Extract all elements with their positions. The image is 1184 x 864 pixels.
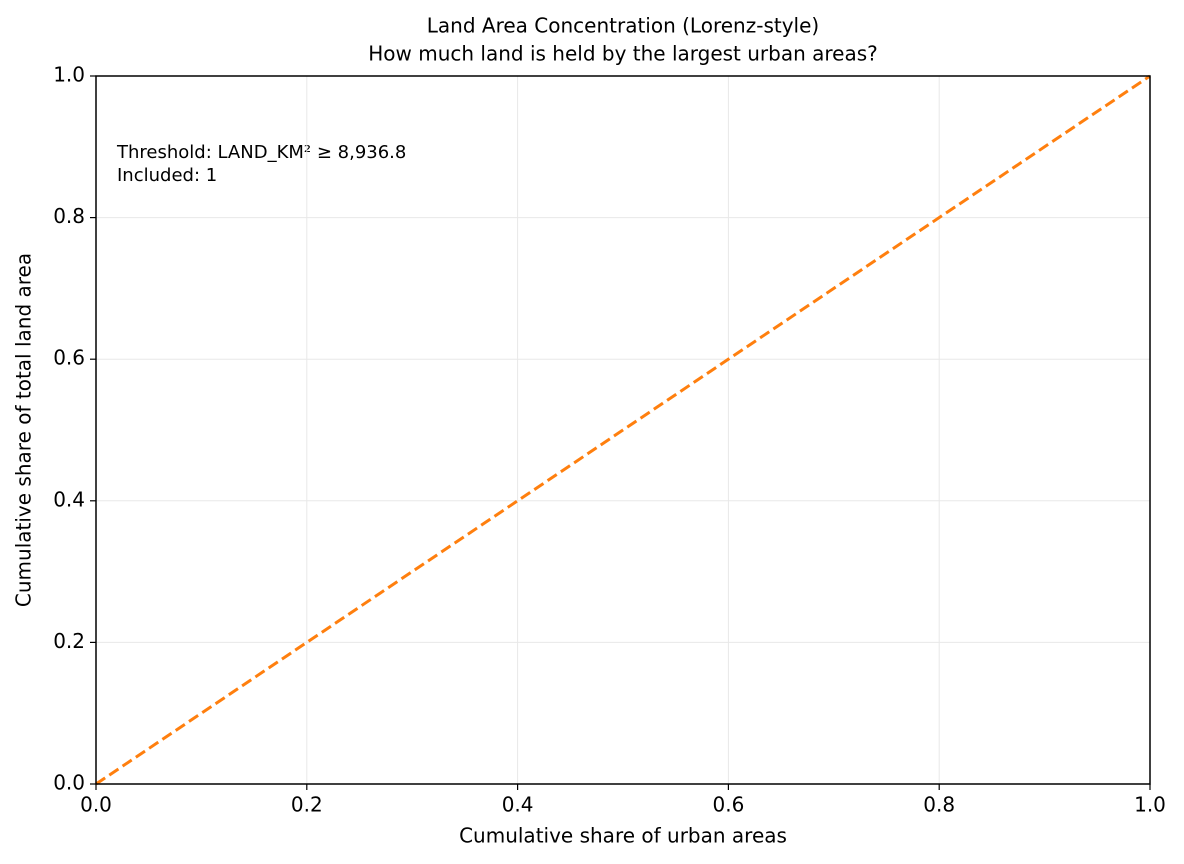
annotation: Included: 1 xyxy=(117,165,217,186)
y-tick-label: 0.0 xyxy=(53,771,85,795)
chart-subtitle: How much land is held by the largest urb… xyxy=(368,42,878,66)
x-tick-label: 0.0 xyxy=(80,793,112,817)
line-series xyxy=(95,74,1151,786)
x-tick-label: 0.2 xyxy=(291,793,323,817)
y-tick-label: 0.6 xyxy=(53,346,85,370)
y-axis-label: Cumulative share of total land area xyxy=(12,253,36,607)
chart-title: Land Area Concentration (Lorenz-style) xyxy=(427,14,819,38)
x-tick-label: 0.4 xyxy=(502,793,534,817)
annotation: Threshold: LAND_KM² ≥ 8,936.8 xyxy=(116,142,406,163)
x-tick-label: 1.0 xyxy=(1134,793,1166,817)
x-axis-label: Cumulative share of urban areas xyxy=(459,824,787,848)
y-tick-label: 0.8 xyxy=(53,204,85,228)
y-tick-label: 0.2 xyxy=(53,629,85,653)
plot-frame xyxy=(95,75,1151,785)
x-tick-label: 0.6 xyxy=(712,793,744,817)
y-tick-label: 1.0 xyxy=(53,63,85,87)
y-tick-label: 0.4 xyxy=(53,487,85,511)
x-tick-label: 0.8 xyxy=(923,793,955,817)
